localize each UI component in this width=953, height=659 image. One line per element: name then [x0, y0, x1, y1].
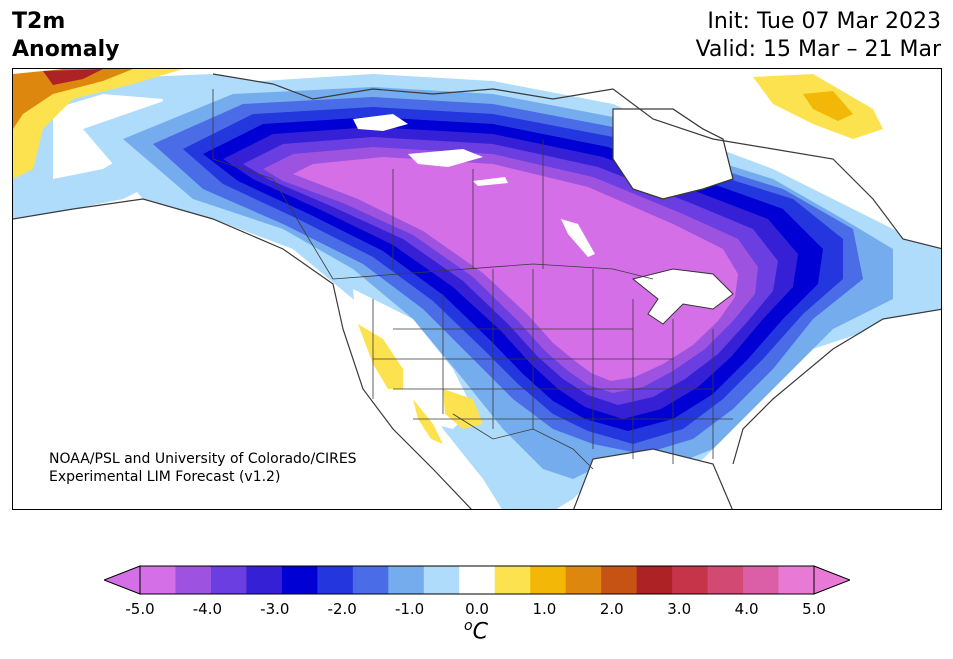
colorbar-frame — [139, 565, 815, 595]
colorbar-bin — [672, 566, 709, 594]
anomaly-map — [12, 68, 942, 510]
units-degree: o — [464, 618, 473, 634]
colorbar-bin — [423, 566, 460, 594]
atlantic-ocean — [733, 309, 941, 509]
forecast-dates: Init: Tue 07 Mar 2023 Valid: 15 Mar – 21… — [696, 8, 941, 64]
alaska-orange-region — [13, 69, 133, 129]
map-svg — [13, 69, 941, 509]
colorbar-tick-label: 2.0 — [599, 600, 624, 618]
colorbar-bin — [530, 566, 567, 594]
colorbar-bin — [778, 566, 815, 594]
gulf-of-mexico — [573, 449, 733, 509]
coastlines — [13, 73, 941, 509]
colorbar-bin — [636, 566, 673, 594]
colorbar-tick-label: 4.0 — [734, 600, 759, 618]
colorbar-bin — [210, 566, 247, 594]
colorbar-tick-label: -1.0 — [394, 600, 425, 618]
colorbar-bin — [743, 566, 780, 594]
variable-name: T2m — [12, 9, 66, 34]
colorbar-tick-label: 1.0 — [532, 600, 557, 618]
colorbar-tick-label: -2.0 — [327, 600, 357, 618]
valid-range: Valid: 15 Mar – 21 Mar — [695, 37, 941, 62]
colorbar-bin — [175, 566, 212, 594]
colorbar-tick-label: 0.0 — [465, 600, 489, 618]
colorbar-bin — [281, 566, 318, 594]
units-letter: C — [472, 619, 488, 645]
great-slave-lake — [408, 149, 483, 167]
political-borders — [212, 89, 733, 470]
alaska-warm-region — [13, 69, 183, 179]
colorbar-bin — [459, 566, 496, 594]
colorbar-tick-label: -3.0 — [260, 600, 290, 618]
colorbar-bin — [352, 566, 389, 594]
colorbar-tick-label: 3.0 — [667, 600, 692, 618]
lake-winnipeg — [561, 219, 595, 257]
colorbar-bin — [388, 566, 425, 594]
cold-core-magenta — [293, 157, 738, 381]
colorbar-bin — [707, 566, 744, 594]
baja-warm — [413, 399, 443, 444]
colorbar-units: oC — [464, 618, 488, 644]
init-date: Init: Tue 07 Mar 2023 — [707, 9, 941, 34]
credit-line-2: Experimental LIM Forecast (v1.2) — [49, 469, 281, 485]
field-type: Anomaly — [12, 37, 120, 62]
greenland-gold-core — [803, 91, 853, 121]
colorbar-tick-label: 5.0 — [802, 600, 826, 618]
map-title: T2m Anomaly — [12, 8, 119, 64]
colorbar-tick-label: -4.0 — [192, 600, 223, 618]
colorbar-bin — [246, 566, 283, 594]
colorbar-tick-label: -5.0 — [125, 600, 155, 618]
pacific-ocean — [13, 199, 472, 509]
colorbar-bin — [140, 566, 176, 594]
credit-text: NOAA/PSL and University of Colorado/CIRE… — [49, 450, 357, 486]
colorbar-bin — [494, 566, 531, 594]
colorbar-bin — [317, 566, 354, 594]
colorbar — [104, 565, 850, 595]
colorbar-bin — [601, 566, 638, 594]
colorbar-under-arrow — [104, 565, 141, 595]
great-lakes — [631, 268, 734, 325]
colorbar-bin — [565, 566, 602, 594]
great-bear-lake — [353, 114, 408, 131]
colorbar-over-arrow — [813, 565, 850, 595]
alaska-red-core — [43, 69, 103, 85]
southwest-warm-1 — [358, 324, 403, 389]
lake-athabasca — [473, 177, 508, 186]
credit-line-1: NOAA/PSL and University of Colorado/CIRE… — [49, 451, 357, 467]
